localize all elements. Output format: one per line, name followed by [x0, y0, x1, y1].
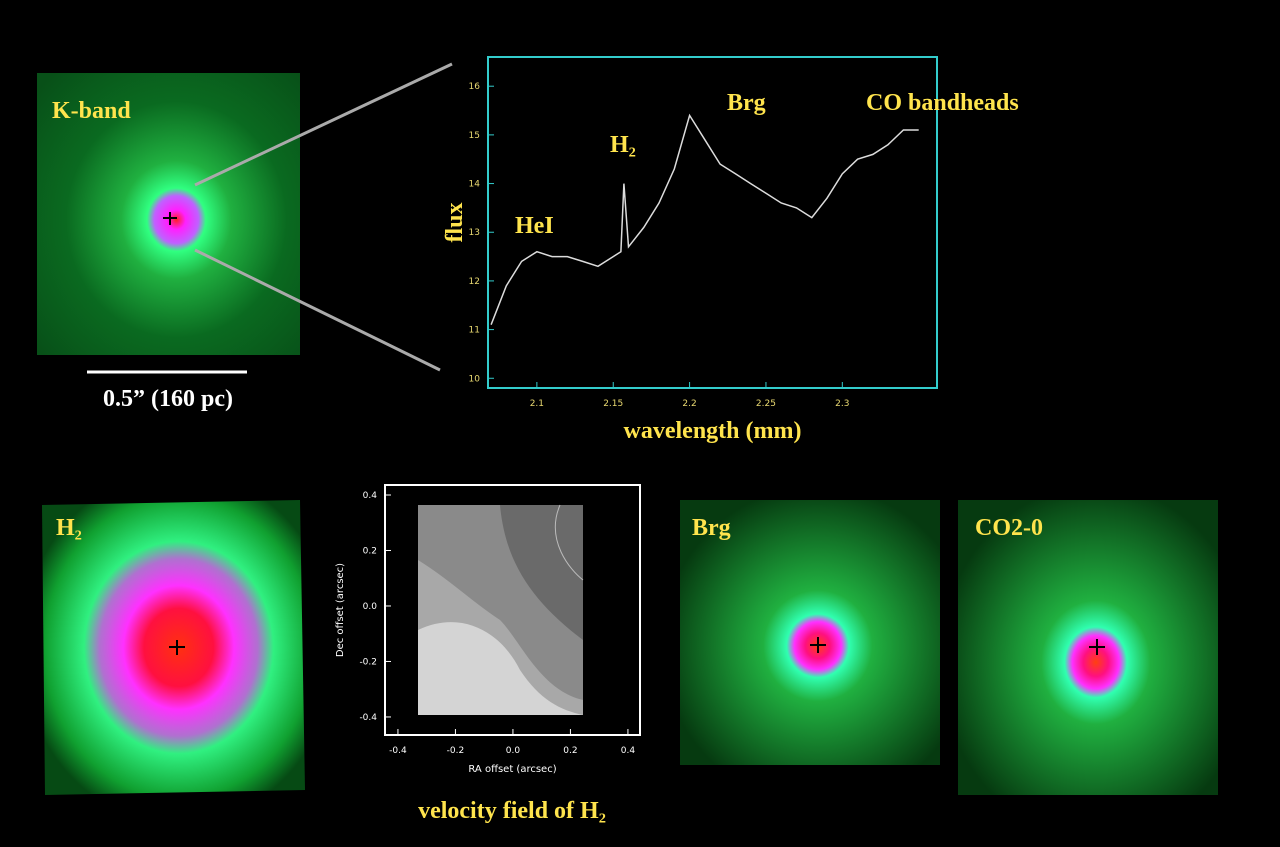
caption: velocity field of H₂ — [418, 798, 606, 824]
x-tick-label: 0.2 — [563, 746, 577, 756]
x-tick-label: -0.2 — [447, 746, 465, 756]
x-tick-label: 2.15 — [603, 399, 623, 409]
plot-frame — [487, 56, 938, 389]
x-tick-label: 0.4 — [621, 746, 636, 756]
y-tick-label: 12 — [469, 277, 480, 287]
y-axis-label: Dec offset (arcsec) — [335, 563, 346, 657]
y-tick-label: 14 — [469, 180, 481, 190]
annotation: Brg — [727, 90, 766, 116]
x-tick-label: 0.0 — [506, 746, 521, 756]
x-tick-label: 2.3 — [835, 399, 849, 409]
crosshair — [169, 640, 185, 655]
annotation: HeI — [515, 213, 554, 239]
y-axis-label: flux — [442, 202, 468, 242]
x-axis-label: wavelength (mm) — [624, 418, 802, 444]
y-tick-label: 16 — [469, 82, 481, 92]
zoom-line — [194, 62, 453, 187]
x-tick-label: 2.2 — [682, 399, 696, 409]
y-tick-label: 0.0 — [363, 602, 378, 612]
panel-label: K-band — [52, 98, 131, 124]
brg-image — [680, 500, 940, 765]
panel-label: CO2-0 — [975, 515, 1043, 541]
y-tick-label: -0.2 — [359, 657, 377, 667]
crosshair — [810, 637, 826, 653]
y-tick-label: 0.2 — [363, 546, 377, 556]
panel-label: Brg — [692, 515, 731, 541]
x-tick-label: 2.1 — [530, 399, 544, 409]
y-tick-label: -0.4 — [359, 713, 377, 723]
y-tick-label: 13 — [469, 228, 480, 238]
crosshair — [163, 212, 177, 225]
scale-label: 0.5” (160 pc) — [103, 386, 233, 412]
velocity-map — [418, 504, 584, 715]
annotation: CO bandheads — [866, 90, 1019, 116]
y-tick-label: 10 — [469, 374, 481, 384]
y-tick-label: 0.4 — [363, 491, 378, 501]
spectrum-line — [490, 113, 919, 325]
y-tick-label: 11 — [469, 326, 480, 336]
zoom-line — [194, 248, 441, 372]
annotation: H₂ — [610, 132, 636, 158]
kband-image — [37, 73, 300, 355]
crosshair — [1089, 639, 1105, 655]
co-image — [958, 500, 1218, 795]
y-tick-label: 15 — [469, 131, 480, 141]
x-axis-label: RA offset (arcsec) — [468, 764, 556, 775]
panel-label: H₂ — [56, 515, 82, 541]
x-tick-label: 2.25 — [756, 399, 776, 409]
x-tick-label: -0.4 — [389, 746, 407, 756]
